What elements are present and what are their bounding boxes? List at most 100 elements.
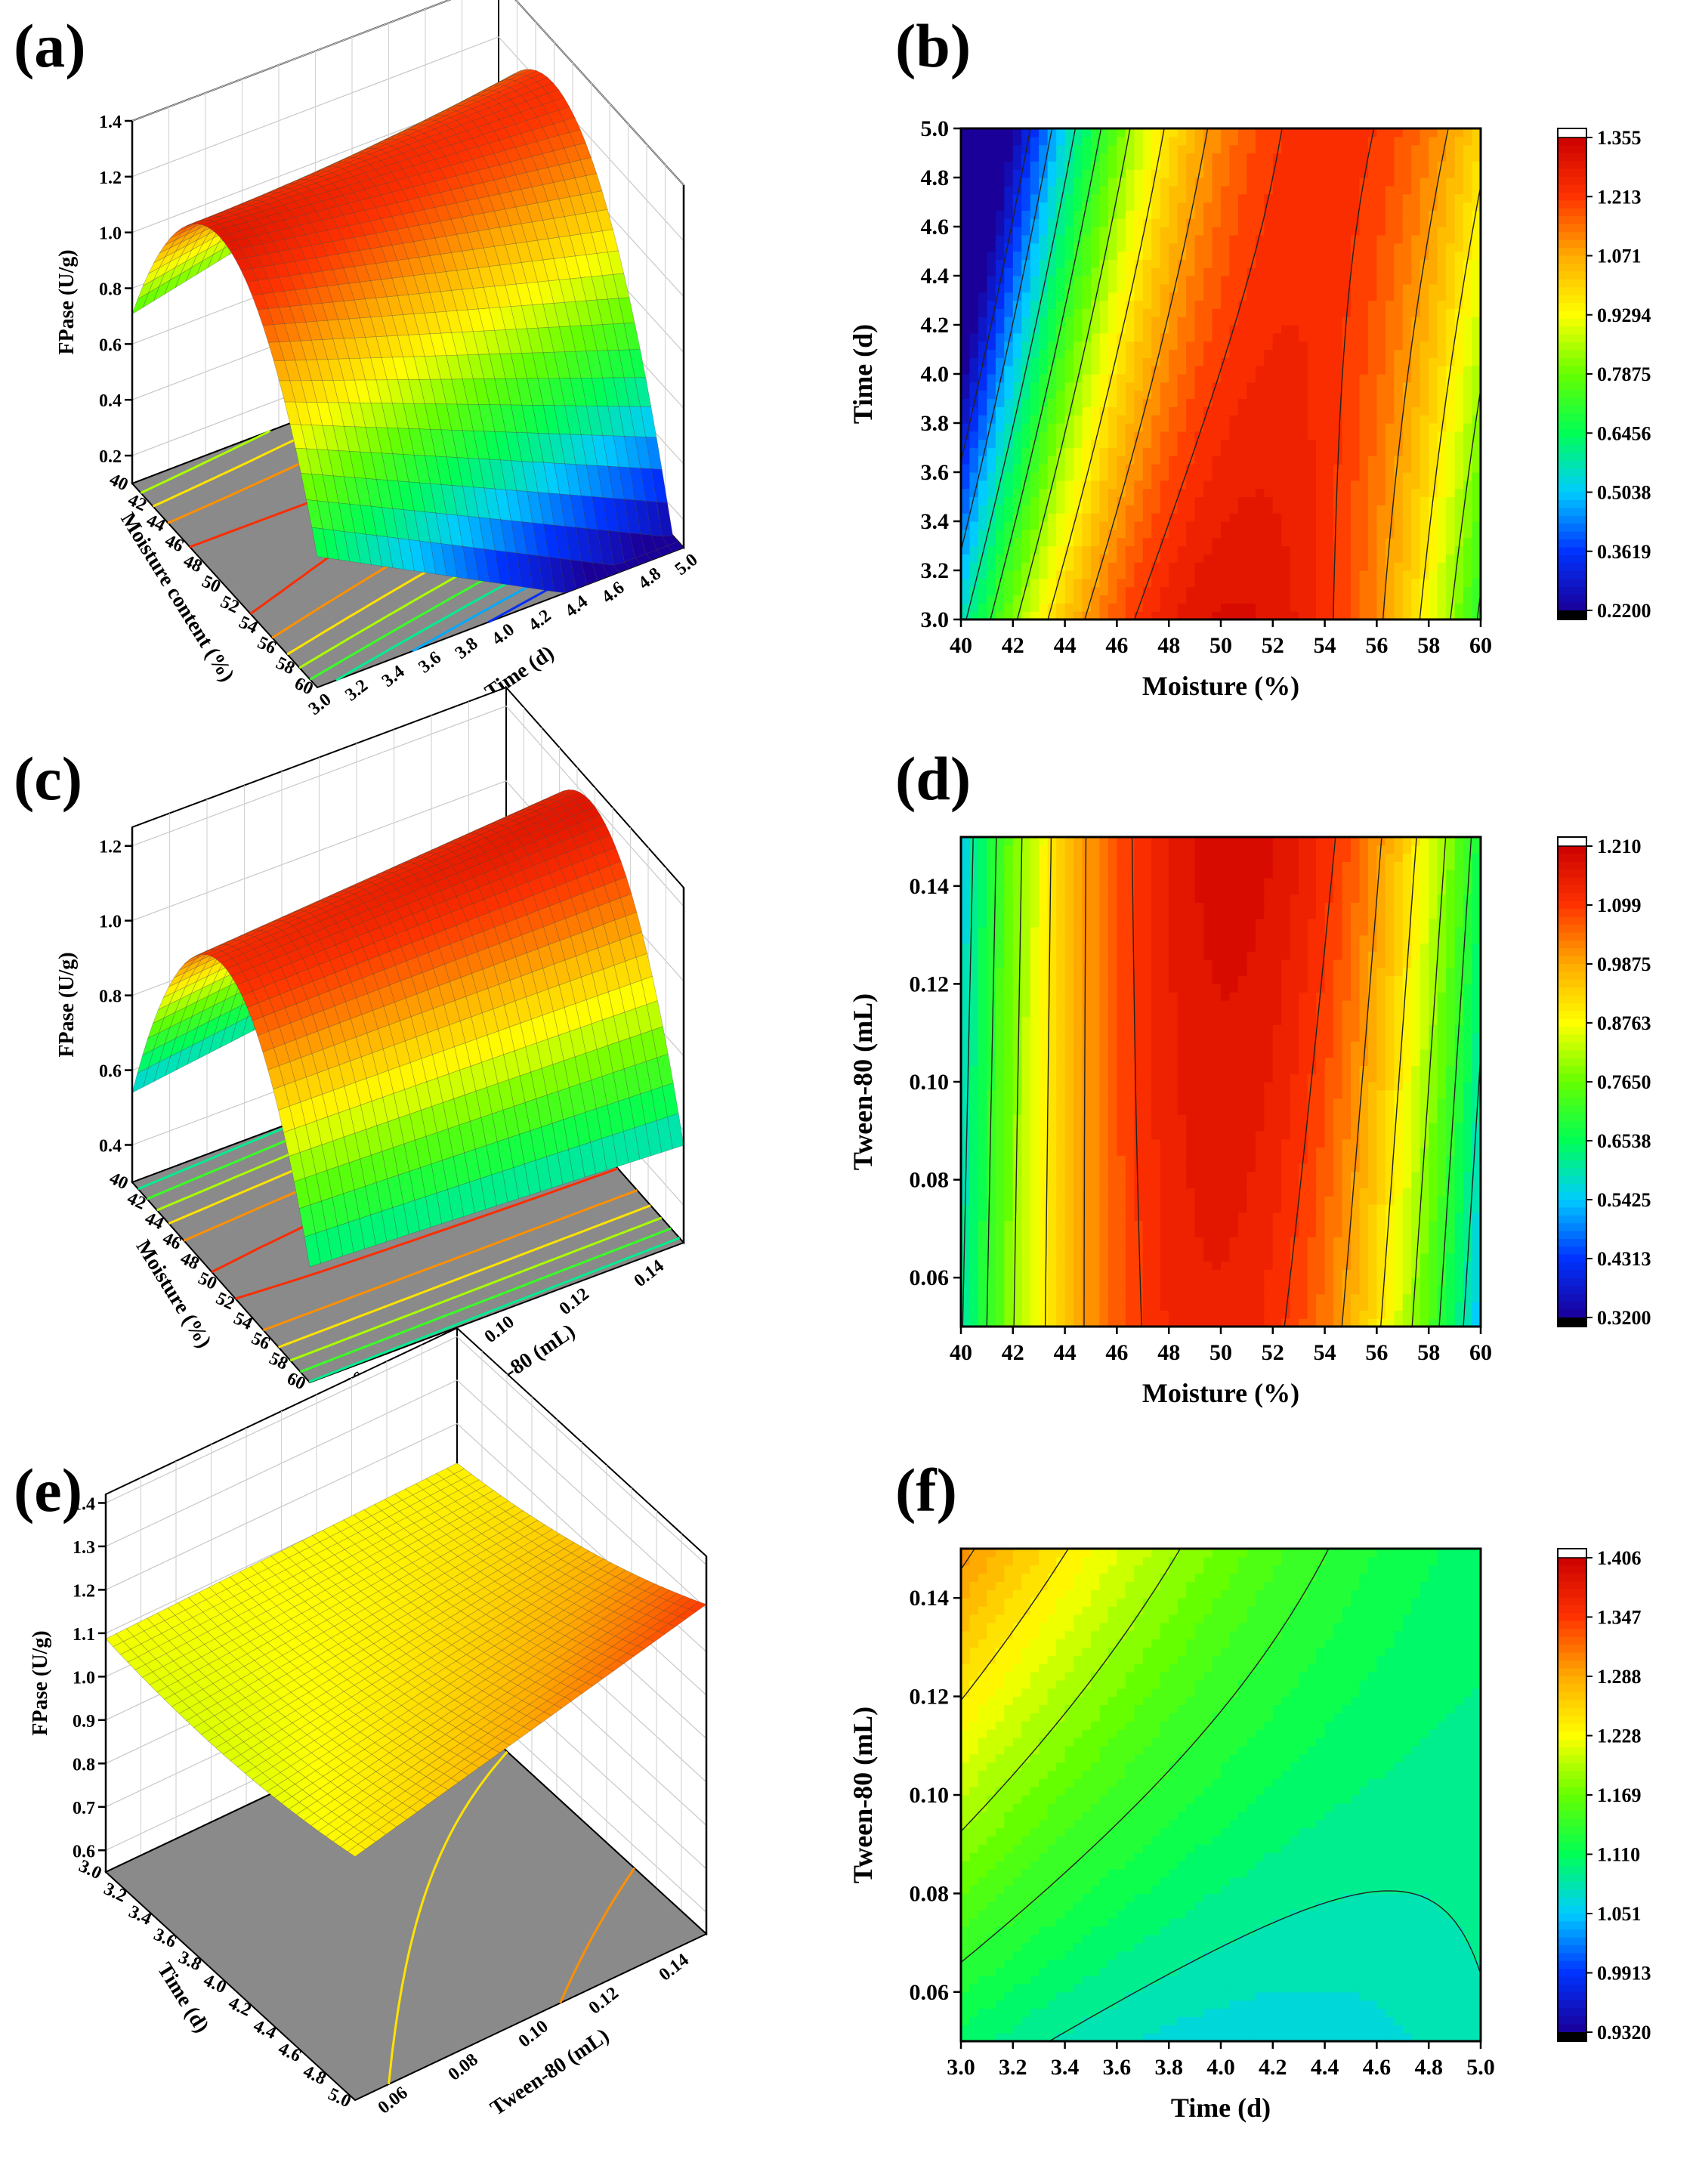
contour-cell — [987, 406, 996, 415]
contour-cell — [1160, 406, 1169, 415]
contour-cell — [1142, 366, 1152, 375]
contour-cell — [1021, 578, 1031, 588]
contour-cell — [1134, 1098, 1144, 1107]
contour-cell — [1047, 1024, 1057, 1033]
contour-cell — [1237, 382, 1247, 391]
contour-cell — [1420, 545, 1429, 554]
contour-cell — [1194, 210, 1204, 219]
contour-cell — [978, 1318, 987, 1327]
contour-cell — [1272, 300, 1282, 309]
contour-cell — [1351, 169, 1361, 178]
contour-cell — [1402, 586, 1412, 596]
contour-cell — [1212, 439, 1222, 449]
contour-cell — [1082, 992, 1092, 1001]
contour-cell — [1125, 178, 1135, 187]
contour-cell — [1012, 1016, 1022, 1025]
contour-cell — [1342, 292, 1352, 301]
contour-cell — [1316, 357, 1326, 366]
contour-cell — [1177, 398, 1187, 407]
contour-cell — [1074, 1179, 1083, 1188]
contour-cell — [1039, 885, 1049, 895]
contour-cell — [1021, 300, 1031, 309]
contour-cell — [1074, 513, 1083, 522]
contour-cell — [1074, 959, 1083, 968]
contour-cell — [1064, 1204, 1074, 1213]
contour-cell — [1030, 521, 1040, 530]
contour-cell — [1264, 562, 1274, 571]
contour-cell — [1281, 267, 1291, 276]
contour-cell — [1125, 185, 1135, 195]
contour-cell — [1221, 545, 1231, 554]
contour-cell — [1264, 259, 1274, 268]
contour-cell — [1307, 374, 1317, 383]
contour-cell — [978, 1171, 987, 1181]
contour-cell — [1082, 578, 1092, 588]
contour-cell — [1324, 595, 1334, 604]
contour-cell — [1247, 521, 1256, 530]
contour-cell — [1203, 169, 1213, 178]
contour-cell — [978, 276, 987, 285]
contour-cell — [1194, 332, 1204, 342]
contour-cell — [1385, 144, 1395, 154]
contour-cell — [1117, 464, 1126, 473]
contour-cell — [1107, 894, 1117, 903]
contour-cell — [1177, 595, 1187, 604]
contour-cell — [1385, 480, 1395, 490]
contour-cell — [1021, 984, 1031, 993]
contour-cell — [1272, 554, 1282, 563]
contour-cell — [961, 870, 971, 879]
contour-cell — [1420, 210, 1429, 219]
contour-cell — [1299, 357, 1308, 366]
contour-cell — [1237, 562, 1247, 571]
contour-cell — [1472, 439, 1481, 449]
contour-cell — [1402, 488, 1412, 498]
contour-cell — [1142, 341, 1152, 351]
contour-cell — [1351, 570, 1361, 579]
contour-cell — [1255, 276, 1265, 285]
contour-cell — [1004, 1204, 1014, 1213]
contour-cell — [1299, 586, 1308, 596]
contour-cell — [1429, 234, 1438, 244]
contour-cell — [1359, 374, 1369, 383]
contour-cell — [1082, 878, 1092, 887]
contour-cell — [1004, 317, 1014, 326]
contour-cell — [978, 251, 987, 260]
contour-cell — [1074, 1155, 1083, 1164]
contour-cell — [1237, 144, 1247, 154]
contour-cell — [1151, 562, 1161, 571]
contour-cell — [1169, 521, 1179, 530]
contour-cell — [1064, 910, 1074, 919]
contour-cell — [1030, 431, 1040, 440]
contour-cell — [1064, 521, 1074, 530]
contour-cell — [1333, 332, 1343, 342]
contour-cell — [1437, 325, 1447, 334]
contour-cell — [961, 178, 971, 187]
contour-cell — [978, 521, 987, 530]
contour-cell — [995, 136, 1005, 146]
contour-cell — [1420, 332, 1429, 342]
contour-cell — [1402, 447, 1412, 456]
contour-cell — [1221, 185, 1231, 195]
contour-cell — [1229, 603, 1239, 612]
contour-cell — [1030, 1024, 1040, 1033]
contour-cell — [1134, 951, 1144, 960]
contour-cell — [1142, 472, 1152, 481]
colorbar-swatch — [1558, 468, 1586, 477]
contour-cell — [1082, 153, 1092, 162]
contour-cell — [1064, 1057, 1074, 1066]
contour-cell — [1125, 902, 1135, 911]
contour-cell — [1237, 578, 1247, 588]
contour-cell — [1021, 357, 1031, 366]
contour-cell — [1082, 283, 1092, 293]
contour-cell — [1030, 234, 1040, 244]
contour-cell — [1056, 242, 1066, 252]
contour-cell — [1107, 1000, 1117, 1009]
contour-cell — [1463, 136, 1473, 146]
contour-cell — [995, 1089, 1005, 1099]
contour-cell — [1385, 415, 1395, 424]
contour-cell — [1463, 570, 1473, 579]
contour-cell — [1359, 218, 1369, 227]
contour-cell — [1429, 423, 1438, 432]
contour-cell — [1151, 300, 1161, 309]
contour-cell — [1039, 341, 1049, 351]
